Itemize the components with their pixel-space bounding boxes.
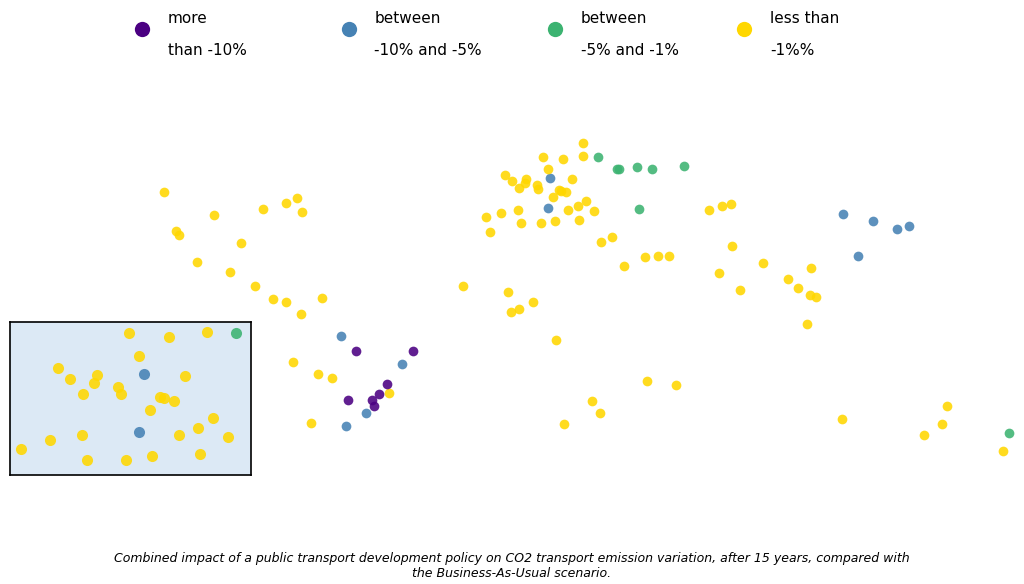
Text: between: between bbox=[581, 11, 647, 26]
Text: Combined impact of a public transport development policy on CO2 transport emissi: Combined impact of a public transport de… bbox=[115, 552, 909, 580]
Text: than -10%: than -10% bbox=[168, 43, 247, 58]
Text: more: more bbox=[168, 11, 208, 26]
Text: -10% and -5%: -10% and -5% bbox=[375, 43, 482, 58]
Text: less than: less than bbox=[770, 11, 840, 26]
Text: -5% and -1%: -5% and -1% bbox=[581, 43, 679, 58]
Text: -1%%: -1%% bbox=[770, 43, 814, 58]
Text: between: between bbox=[375, 11, 440, 26]
